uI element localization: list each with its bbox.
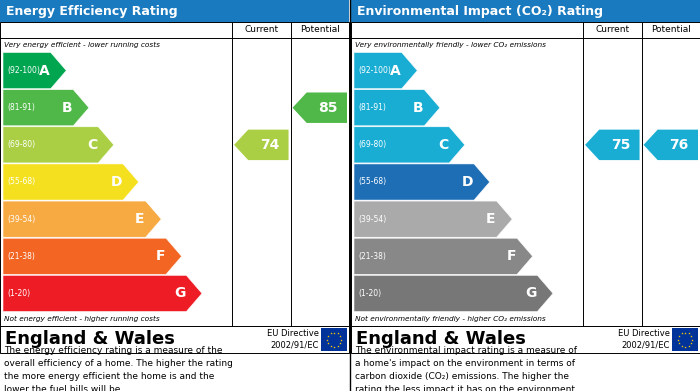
Text: Very environmentally friendly - lower CO₂ emissions: Very environmentally friendly - lower CO…	[355, 41, 546, 48]
Text: Not energy efficient - higher running costs: Not energy efficient - higher running co…	[4, 316, 160, 322]
Text: A: A	[390, 64, 400, 77]
Bar	[351, 22, 700, 326]
Text: B: B	[62, 101, 72, 115]
Text: D: D	[461, 175, 473, 189]
Text: B: B	[413, 101, 424, 115]
Text: G: G	[525, 287, 536, 300]
Polygon shape	[354, 238, 533, 274]
Text: Current: Current	[244, 25, 279, 34]
Text: EU Directive
2002/91/EC: EU Directive 2002/91/EC	[267, 330, 319, 350]
Polygon shape	[3, 127, 114, 163]
Polygon shape	[354, 90, 440, 126]
Polygon shape	[354, 164, 490, 200]
Polygon shape	[3, 90, 89, 126]
Text: (69-80): (69-80)	[358, 140, 386, 149]
Polygon shape	[3, 201, 161, 237]
Text: Potential: Potential	[651, 25, 691, 34]
Text: (55-68): (55-68)	[358, 178, 386, 187]
Bar	[351, 326, 700, 353]
Text: The environmental impact rating is a measure of
a home's impact on the environme: The environmental impact rating is a mea…	[355, 346, 578, 391]
Text: Potential: Potential	[300, 25, 339, 34]
Polygon shape	[3, 52, 66, 89]
Text: E: E	[135, 212, 145, 226]
Text: (21-38): (21-38)	[358, 252, 386, 261]
Text: Current: Current	[595, 25, 629, 34]
Bar	[672, 328, 698, 351]
Polygon shape	[3, 164, 139, 200]
Text: The energy efficiency rating is a measure of the
overall efficiency of a home. T: The energy efficiency rating is a measur…	[4, 346, 233, 391]
Text: (1-20): (1-20)	[358, 289, 381, 298]
Bar	[0, 326, 349, 353]
Text: (81-91): (81-91)	[358, 103, 386, 112]
Polygon shape	[585, 130, 640, 160]
Text: Energy Efficiency Rating: Energy Efficiency Rating	[6, 5, 178, 18]
Text: F: F	[155, 249, 165, 263]
Text: EU Directive
2002/91/EC: EU Directive 2002/91/EC	[618, 330, 670, 350]
Text: C: C	[87, 138, 97, 152]
Text: (81-91): (81-91)	[7, 103, 35, 112]
Bar	[351, 0, 700, 22]
Text: England & Wales: England & Wales	[356, 330, 526, 348]
Text: 85: 85	[318, 101, 337, 115]
Text: 75: 75	[610, 138, 630, 152]
Text: (55-68): (55-68)	[7, 178, 35, 187]
Text: 74: 74	[260, 138, 279, 152]
Polygon shape	[234, 130, 288, 160]
Text: Not environmentally friendly - higher CO₂ emissions: Not environmentally friendly - higher CO…	[355, 316, 546, 322]
Bar	[0, 22, 349, 326]
Polygon shape	[293, 93, 347, 123]
Text: C: C	[438, 138, 448, 152]
Text: Environmental Impact (CO₂) Rating: Environmental Impact (CO₂) Rating	[357, 5, 603, 18]
Text: A: A	[39, 64, 50, 77]
Text: (92-100): (92-100)	[7, 66, 40, 75]
Text: England & Wales: England & Wales	[5, 330, 175, 348]
Polygon shape	[354, 52, 417, 89]
Polygon shape	[354, 275, 553, 312]
Text: Very energy efficient - lower running costs: Very energy efficient - lower running co…	[4, 41, 160, 48]
Text: (39-54): (39-54)	[358, 215, 386, 224]
Text: (21-38): (21-38)	[7, 252, 35, 261]
Text: 76: 76	[669, 138, 689, 152]
Text: (39-54): (39-54)	[7, 215, 35, 224]
Polygon shape	[354, 127, 465, 163]
Bar	[321, 328, 347, 351]
Text: (1-20): (1-20)	[7, 289, 30, 298]
Text: (92-100): (92-100)	[358, 66, 391, 75]
Text: E: E	[486, 212, 496, 226]
Polygon shape	[3, 275, 202, 312]
Polygon shape	[354, 201, 512, 237]
Polygon shape	[3, 238, 181, 274]
Bar	[0, 0, 349, 22]
Text: G: G	[174, 287, 186, 300]
Text: F: F	[507, 249, 516, 263]
Polygon shape	[643, 130, 698, 160]
Text: D: D	[111, 175, 122, 189]
Text: (69-80): (69-80)	[7, 140, 35, 149]
